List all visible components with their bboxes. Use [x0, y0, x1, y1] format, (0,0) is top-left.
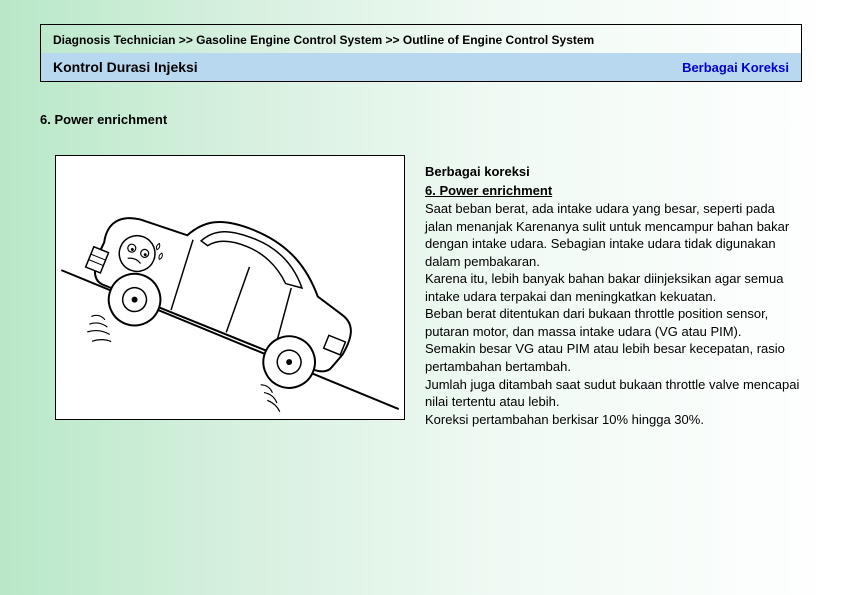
content-subheading: 6. Power enrichment [425, 182, 802, 200]
car-uphill-icon [56, 156, 404, 419]
page-category: Berbagai Koreksi [682, 60, 789, 75]
header-box: Diagnosis Technician >> Gasoline Engine … [40, 24, 802, 82]
breadcrumb: Diagnosis Technician >> Gasoline Engine … [41, 25, 801, 53]
page-title: Kontrol Durasi Injeksi [53, 59, 198, 75]
content-body: Saat beban berat, ada intake udara yang … [425, 200, 802, 428]
car-illustration [55, 155, 405, 420]
title-row: Kontrol Durasi Injeksi Berbagai Koreksi [41, 53, 801, 81]
section-heading: 6. Power enrichment [40, 112, 167, 127]
content-area: Berbagai koreksi 6. Power enrichment Saa… [55, 155, 802, 428]
content-heading: Berbagai koreksi [425, 163, 802, 181]
text-column: Berbagai koreksi 6. Power enrichment Saa… [425, 155, 802, 428]
